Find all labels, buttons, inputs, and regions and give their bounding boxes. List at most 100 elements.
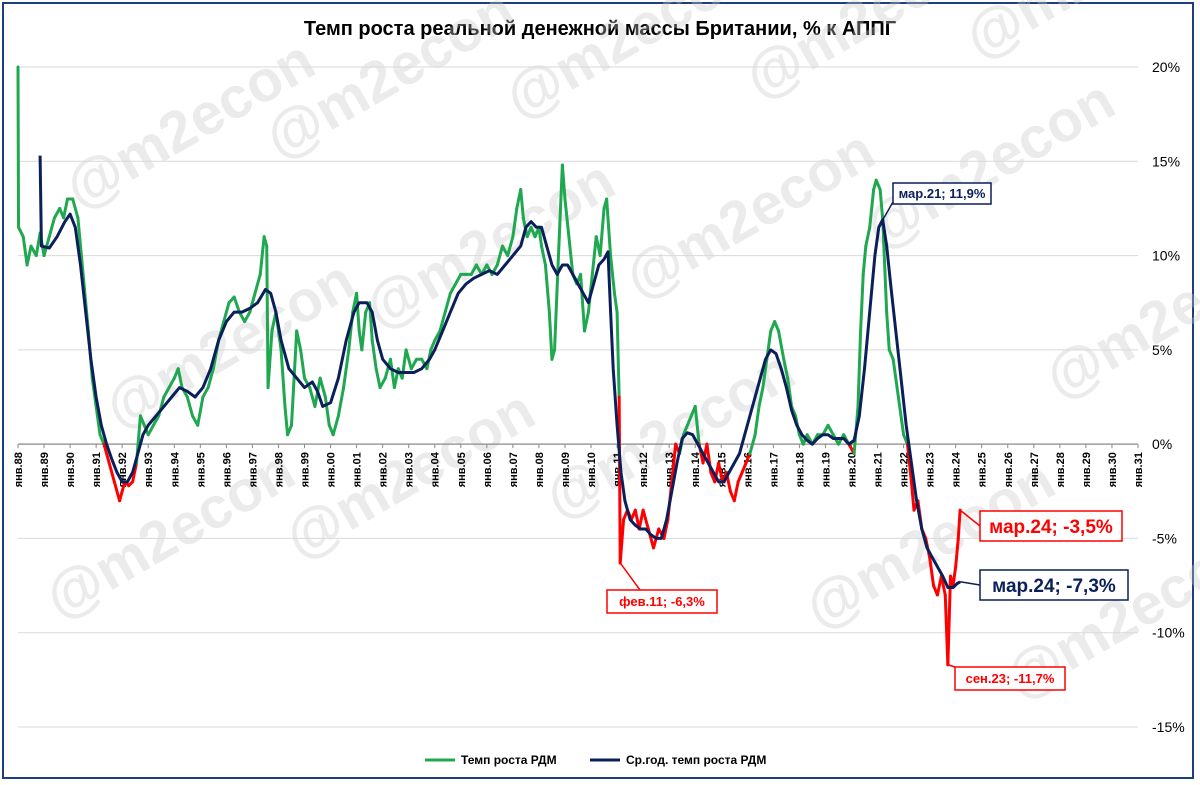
series-segment-rdm xyxy=(744,452,752,465)
series-segment-rdm xyxy=(201,386,210,399)
x-tick-label: янв.27 xyxy=(1029,452,1041,487)
annotation-box xyxy=(606,589,718,614)
x-tick-label: янв.17 xyxy=(768,452,780,487)
annotation-callout: мар.24; -3,5% xyxy=(959,509,1123,542)
annotation-leader xyxy=(959,509,981,527)
legend-label: Темп роста РДМ xyxy=(461,753,557,767)
x-tick-label: янв.91 xyxy=(91,452,103,487)
y-tick-label: -15% xyxy=(1152,719,1185,735)
series-segment-rdm xyxy=(563,197,571,239)
x-tick-label: янв.20 xyxy=(846,452,858,487)
series-segment-rdm xyxy=(868,188,876,229)
series-segment-rdm xyxy=(826,423,835,437)
series-segment-rdm xyxy=(905,442,913,484)
x-tick-label: янв.92 xyxy=(117,452,129,487)
series-lines xyxy=(16,65,962,667)
series-segment-rdm xyxy=(956,508,962,540)
series-segment-rdm xyxy=(579,272,587,333)
x-axis-ticks: янв.88 янв.89 янв.90 янв.91 янв.92 янв.93 янв.… xyxy=(13,444,1145,487)
x-tick-label: янв.93 xyxy=(143,452,155,487)
y-tick-label: 10% xyxy=(1152,248,1180,264)
annotation-label: сен.23; -11,7% xyxy=(966,671,1055,686)
series-segment-rdm xyxy=(454,272,463,286)
series-segment-rdm xyxy=(909,480,916,512)
legend-item: Темп роста РДМ xyxy=(425,753,557,767)
series-segment-rdm xyxy=(370,338,378,371)
x-tick-label: янв.22 xyxy=(899,452,911,487)
series-segment-rdm xyxy=(146,423,155,437)
x-tick-label: янв.24 xyxy=(951,451,963,487)
series-segment-rdm xyxy=(777,329,786,361)
x-tick-label: янв.98 xyxy=(273,452,285,487)
annotation-box xyxy=(892,182,992,205)
x-tick-label: янв.89 xyxy=(39,452,51,487)
y-tick-label: 20% xyxy=(1152,59,1180,75)
y-tick-label: -5% xyxy=(1152,530,1177,546)
series-segment-rdm xyxy=(540,244,547,267)
annotation-label: фев.11; -6,3% xyxy=(619,594,705,609)
annotation-leader xyxy=(882,201,894,221)
legend-item: Ср.год. темп роста РДМ xyxy=(590,753,766,767)
series-segment-rdm xyxy=(222,301,231,324)
series-segment-rdm xyxy=(243,310,252,324)
legend-label: Ср.год. темп роста РДМ xyxy=(626,753,766,767)
series-segment-rdm xyxy=(258,235,266,276)
series-segment-rdm xyxy=(47,216,56,239)
x-tick-label: янв.14 xyxy=(690,451,702,487)
series-segment-rdm xyxy=(360,310,368,352)
x-tick-label: янв.10 xyxy=(586,452,598,487)
x-tick-label: янв.04 xyxy=(430,451,442,487)
series-segment-rdm xyxy=(641,508,650,531)
series-segment-rdm xyxy=(757,386,765,408)
series-segment-rdm xyxy=(681,423,689,437)
series-segment-rdm xyxy=(469,263,478,276)
annotation-callout: мар.24; -7,3% xyxy=(959,569,1129,601)
series-segment-rdm xyxy=(547,310,554,361)
x-tick-label: янв.90 xyxy=(65,452,77,487)
series-segment-rdm xyxy=(821,423,830,437)
x-tick-label: янв.23 xyxy=(925,452,937,487)
watermark-text: @m2econ xyxy=(1034,217,1200,411)
series-segment-rdm xyxy=(732,480,740,503)
y-tick-label: 15% xyxy=(1152,153,1180,169)
series-segment-rdm xyxy=(878,188,885,222)
series-segment-rdm xyxy=(206,367,215,390)
series-segment-rdm xyxy=(429,338,437,352)
x-tick-label: янв.21 xyxy=(873,452,885,487)
series-segment-rdm xyxy=(138,414,146,427)
watermark-text: @m2econ xyxy=(614,117,885,311)
series-segment-rdm xyxy=(331,414,340,437)
series-segment-rdm xyxy=(323,395,331,427)
x-tick-label: янв.06 xyxy=(482,452,494,487)
series-segment-rdm xyxy=(902,433,909,446)
series-segment-rdm xyxy=(928,555,936,588)
annotation-label: мар.24; -3,5% xyxy=(989,517,1113,538)
series-segment-rdm xyxy=(951,565,958,588)
series-segment-rdm xyxy=(438,310,447,333)
series-segment-rdm xyxy=(861,244,868,276)
x-tick-label: янв.28 xyxy=(1055,452,1067,487)
series-segment-rdm xyxy=(404,348,413,371)
series-segment-rdm xyxy=(262,235,269,248)
series-segment-rdm xyxy=(736,470,744,484)
annotation-box xyxy=(979,510,1123,542)
series-segment-rdm xyxy=(71,197,80,220)
series-segment-rdm xyxy=(881,218,889,314)
series-segment-rdm xyxy=(151,414,161,427)
series-segment-rdm xyxy=(782,357,790,380)
series-segment-rdm xyxy=(753,404,761,437)
series-segment-rdm xyxy=(885,310,891,352)
series-segment-rdm xyxy=(856,329,863,408)
series-segment-rdm xyxy=(537,225,544,248)
x-tick-label: янв.03 xyxy=(404,452,416,487)
series-segment-rdm xyxy=(605,197,613,258)
series-segment-rdm xyxy=(615,310,621,399)
series-line-avg xyxy=(38,155,961,589)
x-tick-label: янв.99 xyxy=(300,452,312,487)
series-segment-rdm xyxy=(196,395,205,427)
series-segment-rdm xyxy=(289,329,299,427)
series-segment-rdm xyxy=(21,235,29,267)
series-segment-rdm xyxy=(433,329,442,342)
series-segment-rdm xyxy=(590,235,598,276)
series-segment-rdm xyxy=(685,414,693,427)
